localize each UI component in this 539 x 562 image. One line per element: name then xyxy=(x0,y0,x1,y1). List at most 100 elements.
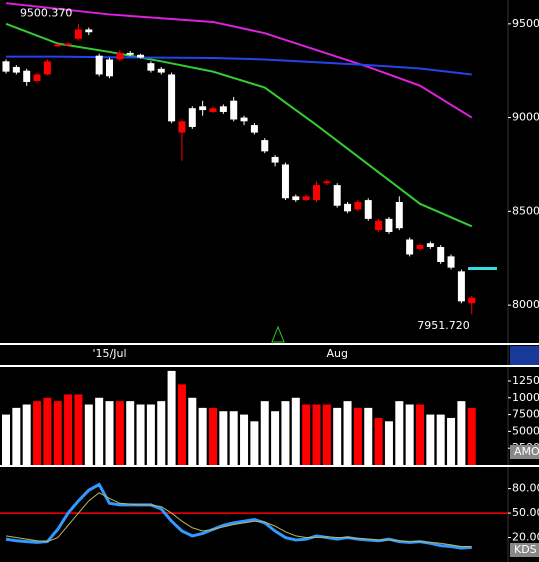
volume-bar xyxy=(188,397,197,465)
y-tick-label: 10000 xyxy=(512,391,539,404)
signal-marker xyxy=(271,325,285,343)
candle-body xyxy=(385,218,393,232)
candle-body xyxy=(54,44,62,47)
moving-average xyxy=(5,2,473,119)
candle-body xyxy=(437,246,445,262)
candle-body xyxy=(375,220,383,231)
x-tick-label: '15/Jul xyxy=(93,347,127,360)
candle-body xyxy=(106,59,113,77)
candle-body xyxy=(344,203,352,212)
volume-bar xyxy=(229,411,238,465)
y-tick-label: 9500 xyxy=(512,17,539,30)
y-tick-label: 12500 xyxy=(512,374,539,387)
volume-bar xyxy=(353,407,362,465)
price-annotation: 7951.720 xyxy=(417,319,470,332)
candle-body xyxy=(85,29,93,33)
y-tick-label: 80.00 xyxy=(512,482,539,495)
candle-body xyxy=(395,201,403,229)
volume-bar xyxy=(43,397,52,465)
volume-bar xyxy=(177,384,186,465)
volume-bar xyxy=(364,407,373,465)
volume-bar xyxy=(250,421,259,465)
candle-body xyxy=(426,243,434,247)
candle-body xyxy=(199,106,207,111)
volume-bar xyxy=(405,404,414,465)
volume-bar xyxy=(219,411,228,465)
candle-body xyxy=(188,108,196,127)
panel-label: KDS xyxy=(514,543,537,556)
volume-bar xyxy=(384,421,393,465)
candle-body xyxy=(447,256,455,268)
candle-body xyxy=(354,201,362,210)
candle-body xyxy=(457,271,465,302)
volume-bar xyxy=(374,417,383,465)
candle-body xyxy=(271,156,279,163)
y-tick-label: 7500 xyxy=(512,408,539,421)
moving-average xyxy=(5,22,473,228)
volume-bar xyxy=(198,407,207,465)
volume-bar xyxy=(146,404,155,465)
volume-bar xyxy=(2,414,10,465)
price-annotation: 9500.370 xyxy=(20,7,73,20)
volume-bar xyxy=(64,394,73,465)
candle-body xyxy=(12,66,20,73)
candle-body xyxy=(406,239,414,255)
volume-bar xyxy=(167,370,176,465)
volume-bar xyxy=(22,404,31,465)
volume-bar xyxy=(53,401,62,465)
candle-body xyxy=(23,70,31,82)
candle-body xyxy=(147,63,155,71)
candle-body xyxy=(74,29,82,39)
candle-body xyxy=(43,61,51,75)
candle-body xyxy=(230,100,238,120)
candle-body xyxy=(126,52,134,55)
candle-body xyxy=(416,245,424,249)
y-tick-label: 9000 xyxy=(512,111,539,124)
y-tick-label: 20.00 xyxy=(512,531,539,544)
panel-label: AMO xyxy=(514,445,539,458)
volume-bar xyxy=(333,407,342,465)
volume-bar xyxy=(12,407,21,465)
candle-body xyxy=(313,185,320,201)
candle-body xyxy=(95,55,103,75)
volume-bar xyxy=(33,401,42,465)
y-tick-label: 8500 xyxy=(512,204,539,217)
y-tick-label: 5000 xyxy=(512,424,539,437)
volume-bar xyxy=(436,414,445,465)
candle-body xyxy=(292,196,300,201)
candle-body xyxy=(323,181,331,184)
volume-bar xyxy=(126,401,135,465)
candle-body xyxy=(137,54,145,58)
volume-bar xyxy=(457,401,466,465)
volume-bar xyxy=(271,411,280,465)
candle-body xyxy=(168,74,176,122)
volume-bar xyxy=(260,401,269,465)
candle-body xyxy=(261,140,269,152)
volume-bar xyxy=(281,401,290,465)
volume-bar xyxy=(74,394,83,465)
y-tick-label: 50.00 xyxy=(512,506,539,519)
volume-bar xyxy=(115,401,124,465)
volume-bar xyxy=(157,401,166,465)
candle-body xyxy=(281,164,289,199)
candle-body xyxy=(178,121,186,133)
volume-bar xyxy=(312,404,321,465)
candle-body xyxy=(209,108,217,112)
candle-body xyxy=(302,196,310,201)
label-badge xyxy=(510,445,539,459)
candle-body xyxy=(468,297,476,304)
volume-bar xyxy=(95,397,104,465)
candle-body xyxy=(364,200,372,219)
volume-bar xyxy=(136,404,145,465)
volume-bar xyxy=(467,407,476,465)
candle-body xyxy=(219,106,227,112)
candle-body xyxy=(2,61,10,72)
volume-bar xyxy=(84,404,93,465)
volume-bar xyxy=(209,407,217,465)
volume-bar xyxy=(240,414,249,465)
volume-bar xyxy=(416,404,424,465)
oscillator-line xyxy=(5,492,472,548)
